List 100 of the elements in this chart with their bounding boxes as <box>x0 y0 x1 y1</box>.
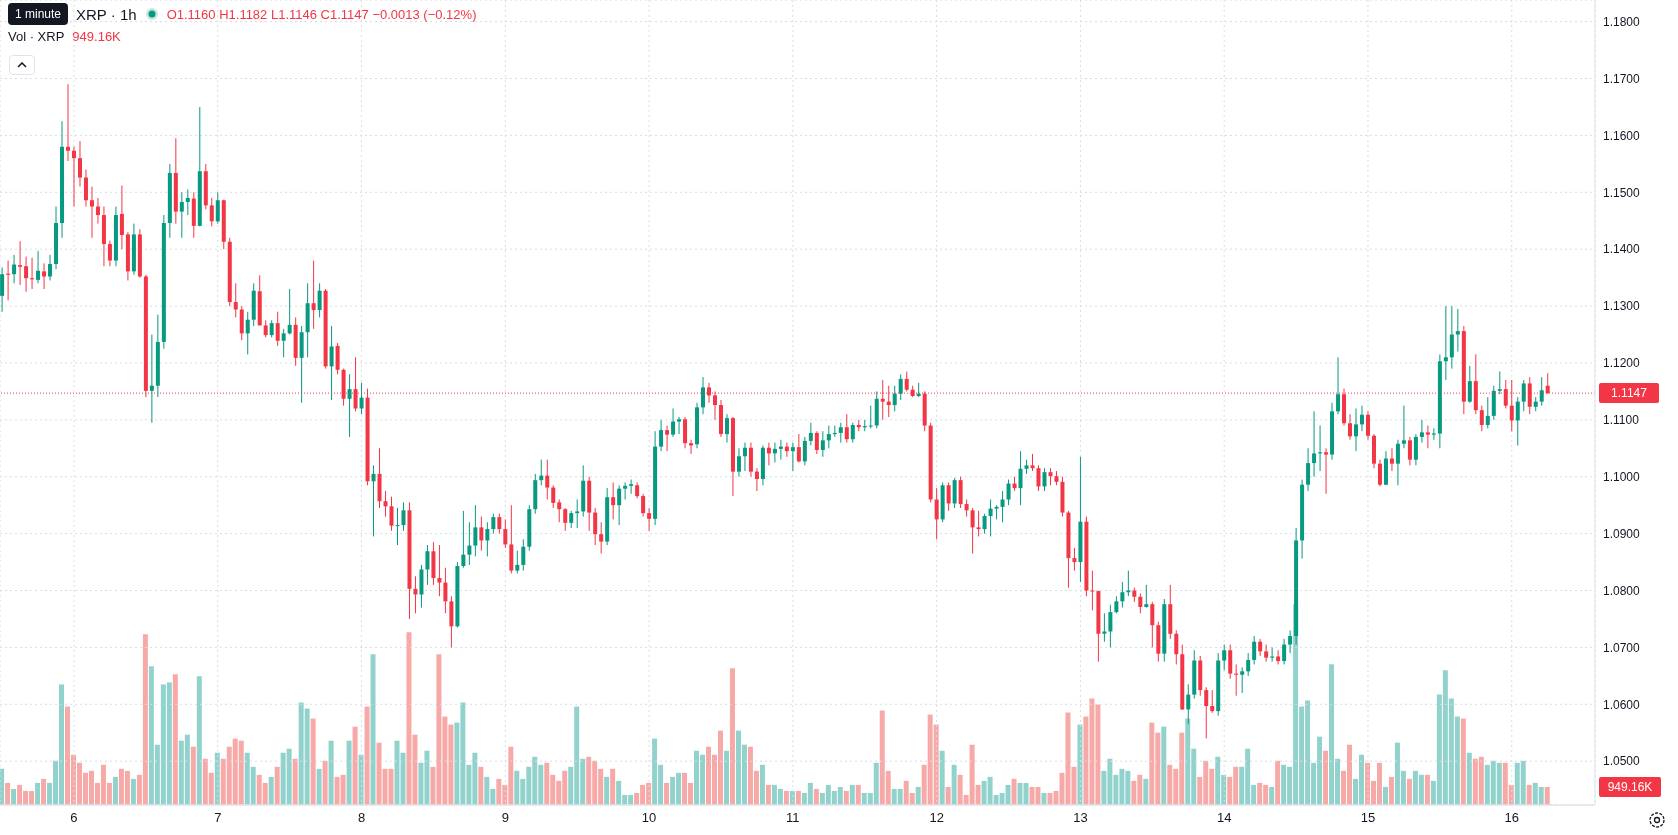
candlestick <box>1144 584 1149 609</box>
chart-title: Vol · XRP <box>8 29 65 44</box>
candlestick <box>1365 410 1370 441</box>
candlestick <box>593 507 598 546</box>
bar <box>1077 724 1083 805</box>
bar <box>1323 750 1329 805</box>
x-tick-label: 16 <box>1504 810 1519 826</box>
bar <box>813 788 819 805</box>
x-tick-label: 15 <box>1360 810 1376 826</box>
y-tick-label: 1.1800 <box>1603 14 1641 29</box>
candlestick <box>736 447 741 478</box>
y-tick-label: 1.1500 <box>1603 185 1641 200</box>
bar <box>41 778 47 805</box>
bar <box>478 766 484 805</box>
bar <box>1161 726 1167 805</box>
candlestick <box>179 191 184 239</box>
candlestick <box>1228 644 1233 680</box>
candlestick <box>946 481 951 512</box>
x-tick-label: 7 <box>214 810 222 826</box>
y-tick-label: 1.1100 <box>1603 413 1640 428</box>
bar <box>951 764 957 805</box>
candlestick <box>359 382 364 415</box>
candlestick <box>641 493 646 518</box>
bar <box>795 790 801 805</box>
candlestick <box>1467 365 1472 404</box>
candlestick <box>898 373 903 401</box>
candlestick <box>1108 604 1113 648</box>
candlestick <box>1449 305 1454 370</box>
candlestick <box>982 513 987 535</box>
candlestick <box>808 422 813 446</box>
y-tick-label: 1.1000 <box>1603 470 1641 484</box>
candlestick <box>311 260 316 330</box>
candlestick <box>701 376 706 415</box>
candlestick <box>754 467 759 492</box>
candlestick <box>796 433 801 464</box>
bar <box>172 674 178 805</box>
bar <box>292 758 298 805</box>
candlestick <box>545 459 550 500</box>
candlestick <box>83 169 88 208</box>
candlestick <box>461 510 466 569</box>
candlestick <box>233 282 238 318</box>
bar <box>765 784 771 805</box>
candlestick <box>437 544 442 597</box>
candlestick <box>425 544 430 586</box>
text: 949.16K <box>1599 776 1661 797</box>
candlestick <box>790 442 795 472</box>
bar <box>130 778 136 805</box>
candlestick <box>617 484 622 526</box>
candlestick <box>1389 447 1394 472</box>
ref-line-label: 1.1147 <box>1611 386 1648 401</box>
bar <box>328 740 334 805</box>
bar <box>1544 786 1550 805</box>
candlestick <box>724 413 729 444</box>
bar <box>196 676 202 805</box>
candlestick <box>1282 638 1287 665</box>
bar <box>190 746 196 805</box>
candlestick <box>1377 459 1382 487</box>
bar <box>1041 792 1047 805</box>
x-tick-label: 11 <box>786 810 800 826</box>
candlestick <box>371 464 376 537</box>
y-tick-label: 1.1700 <box>1603 71 1641 86</box>
candlestick <box>335 342 340 375</box>
candlestick <box>1150 601 1155 648</box>
candlestick <box>48 254 53 281</box>
candlestick <box>89 186 94 239</box>
candlestick <box>389 496 394 532</box>
bar <box>1382 786 1388 805</box>
candlestick <box>515 550 520 574</box>
candlestick <box>149 334 154 424</box>
candlestick <box>329 325 334 401</box>
candlestick <box>1138 592 1143 614</box>
bar <box>855 784 861 805</box>
candlestick <box>1210 689 1215 714</box>
candlestick <box>647 507 652 532</box>
candlestick <box>107 240 112 267</box>
candlestick <box>1539 376 1544 407</box>
candlestick <box>66 83 70 162</box>
candlestick <box>970 507 975 555</box>
x-tick-label: 13 <box>1073 810 1088 826</box>
candlestick <box>748 442 753 478</box>
bar <box>346 740 352 805</box>
candlestick <box>497 513 502 535</box>
candlestick <box>1174 629 1179 665</box>
candlestick <box>215 191 220 225</box>
candlestick <box>413 575 418 614</box>
candlestick <box>1407 436 1412 466</box>
candlestick <box>844 413 849 444</box>
candlestick <box>0 266 5 313</box>
candlestick <box>1354 407 1359 452</box>
candlestick <box>838 422 843 444</box>
annotation: O1.1160 H1.1182 L1.1146 C1.1147 −0.0013 (−0.12%) <box>166 6 477 22</box>
y-tick-label: 1.0500 <box>1603 754 1641 769</box>
y-tick-label: 1.1300 <box>1603 299 1641 314</box>
annotation: 949.16K <box>72 29 121 44</box>
bar <box>11 788 17 805</box>
bar <box>915 786 921 805</box>
bar <box>1460 718 1466 805</box>
candlestick <box>575 499 580 529</box>
candlestick <box>659 419 664 452</box>
candlestick <box>976 510 981 537</box>
